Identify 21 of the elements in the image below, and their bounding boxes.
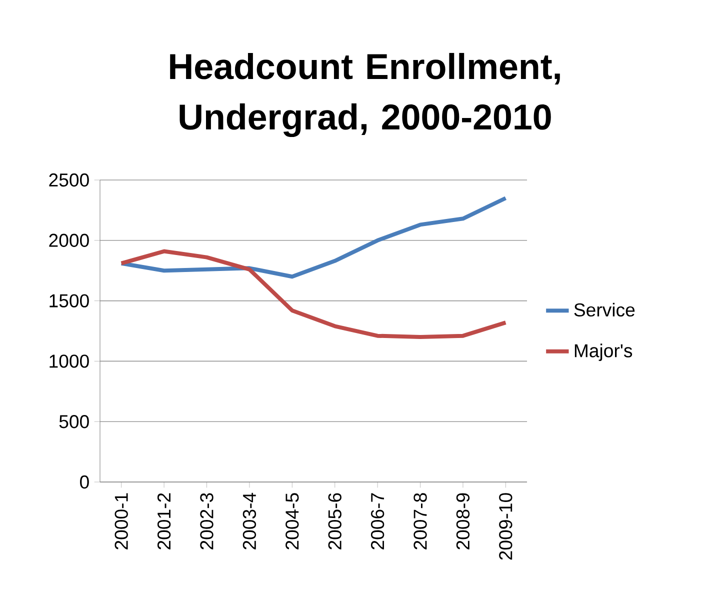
y-tick-label: 1000: [50, 354, 89, 368]
x-tick-label: 2007-8: [414, 493, 427, 550]
x-tick-label: 2000-1: [114, 493, 128, 550]
x-tick-label: 2006-7: [370, 493, 384, 550]
x-tick-label: 2004-5: [286, 493, 299, 550]
x-tick-label: 2001-2: [157, 493, 171, 550]
x-tick-label: 2005-6: [328, 493, 342, 550]
line-series: [119, 249, 508, 340]
y-tick-label: 2000: [49, 234, 89, 247]
y-tick-label: 1500: [50, 294, 89, 308]
y-tick-label: 2500: [49, 173, 89, 187]
x-tick-label: 2008-9: [456, 493, 470, 550]
legend-label: Major's: [574, 344, 632, 361]
line-series: [119, 196, 508, 279]
x-tick-label: 2009-10: [499, 493, 512, 560]
x-tick-label: 2002-3: [200, 493, 214, 550]
legend-label: Service: [574, 302, 635, 317]
chart-title: Headcount Enrollment, Undergrad, 2000-2010: [170, 52, 560, 138]
y-tick-label: 500: [59, 415, 89, 428]
y-tick-label: 0: [80, 475, 89, 489]
x-tick-label: 2003-4: [242, 492, 256, 550]
